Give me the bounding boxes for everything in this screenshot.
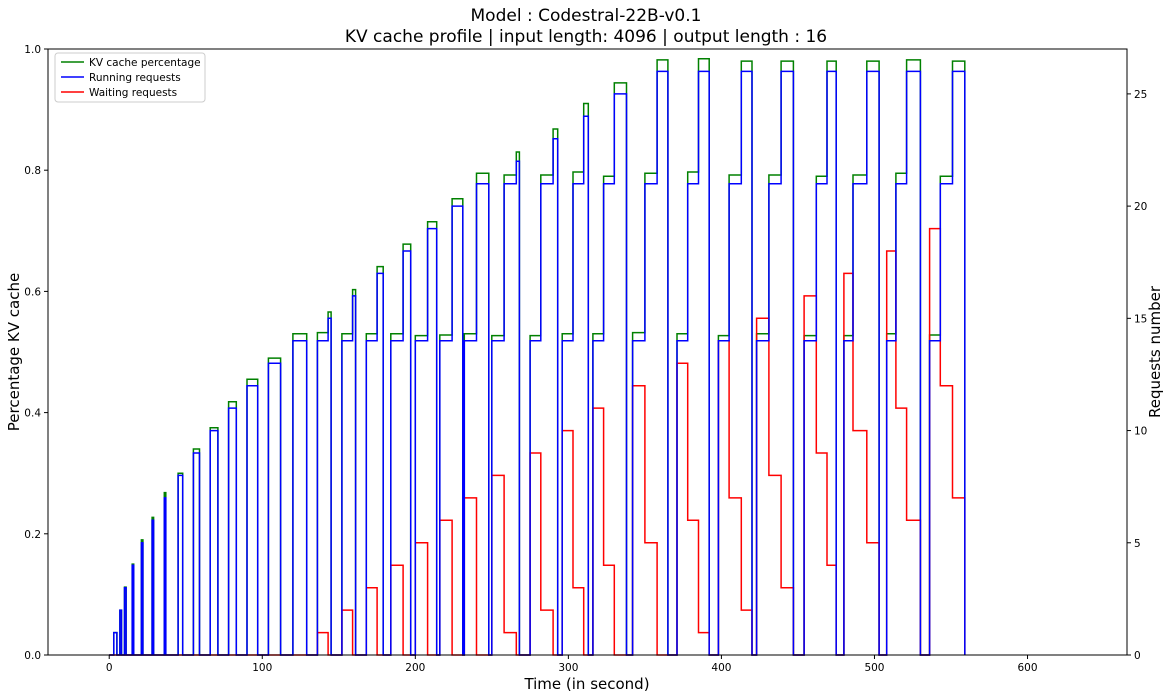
y-left-tick-label: 0.6 bbox=[24, 286, 41, 298]
legend-waiting-label: Waiting requests bbox=[89, 87, 177, 99]
y-axis-left: 0.0 0.2 0.4 0.6 0.8 1.0 bbox=[24, 44, 48, 662]
series-line-waiting-requests bbox=[109, 227, 966, 656]
y-left-tick-label: 0.8 bbox=[24, 165, 41, 177]
x-axis-label: Time (in second) bbox=[523, 675, 649, 693]
y-right-tick-label: 25 bbox=[1134, 89, 1147, 101]
y-right-tick-label: 20 bbox=[1134, 201, 1147, 213]
legend-kv-label: KV cache percentage bbox=[89, 57, 201, 69]
y-right-tick-label: 0 bbox=[1134, 650, 1141, 662]
legend-running-label: Running requests bbox=[89, 72, 181, 84]
x-tick-label: 600 bbox=[1017, 662, 1037, 674]
x-tick-label: 100 bbox=[252, 662, 272, 674]
y-axis-left-label: Percentage KV cache bbox=[5, 273, 23, 431]
x-axis: 0 100 200 300 400 500 600 bbox=[106, 655, 1038, 674]
plot-frame bbox=[47, 48, 1128, 656]
chart-subtitle: KV cache profile | input length: 4096 | … bbox=[345, 27, 827, 47]
y-left-tick-label: 0.0 bbox=[24, 650, 41, 662]
y-right-tick-label: 5 bbox=[1134, 538, 1141, 550]
x-tick-label: 500 bbox=[864, 662, 884, 674]
x-tick-label: 200 bbox=[405, 662, 425, 674]
legend-box bbox=[54, 52, 206, 103]
legend: KV cache percentage Running requests Wai… bbox=[54, 52, 206, 103]
x-tick-label: 300 bbox=[558, 662, 578, 674]
chart-title: Model : Codestral-22B-v0.1 bbox=[471, 6, 702, 26]
y-left-tick-label: 0.4 bbox=[24, 408, 41, 420]
y-left-tick-label: 0.2 bbox=[24, 529, 41, 541]
y-axis-right-label: Requests number bbox=[1146, 285, 1164, 418]
x-tick-label: 0 bbox=[106, 662, 113, 674]
y-right-tick-label: 15 bbox=[1134, 313, 1147, 325]
y-axis-right: 0 5 10 15 20 25 bbox=[1127, 89, 1147, 662]
y-left-tick-label: 1.0 bbox=[24, 44, 41, 56]
x-tick-label: 400 bbox=[711, 662, 731, 674]
y-right-tick-label: 10 bbox=[1134, 426, 1147, 438]
